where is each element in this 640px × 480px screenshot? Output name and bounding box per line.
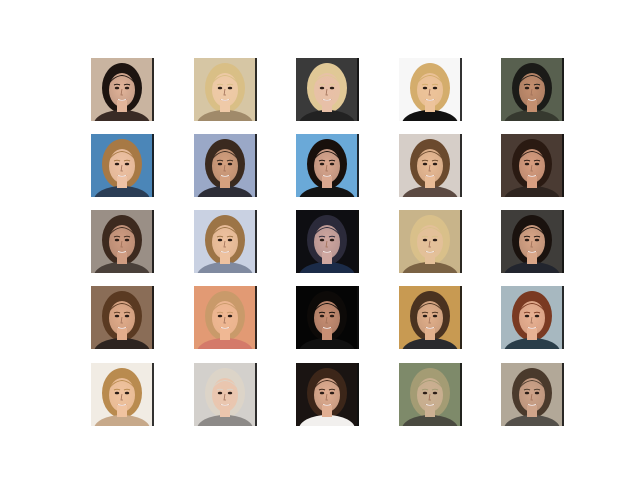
face-image: [194, 134, 257, 197]
face-image: [399, 286, 462, 349]
face-tile: [296, 58, 359, 121]
face-image: [194, 58, 257, 121]
face-tile: [399, 363, 462, 426]
face-image: [399, 134, 462, 197]
face-tile: [296, 210, 359, 273]
face-image: [501, 286, 564, 349]
face-image: [91, 58, 154, 121]
face-tile: [501, 363, 564, 426]
face-image: [296, 210, 359, 273]
face-image: [296, 286, 359, 349]
face-tile: [296, 134, 359, 197]
face-tile: [91, 58, 154, 121]
face-image: [91, 286, 154, 349]
face-tile: [501, 58, 564, 121]
face-image: [399, 363, 462, 426]
face-tile: [399, 58, 462, 121]
face-image: [194, 210, 257, 273]
face-tile: [501, 134, 564, 197]
face-image: [296, 363, 359, 426]
face-image: [501, 210, 564, 273]
face-image: [194, 363, 257, 426]
face-image: [296, 58, 359, 121]
face-image: [399, 58, 462, 121]
face-tile: [296, 286, 359, 349]
face-tile: [194, 210, 257, 273]
face-tile: [91, 134, 154, 197]
face-tile: [91, 286, 154, 349]
face-tile: [194, 58, 257, 121]
face-tile: [399, 286, 462, 349]
face-image: [501, 58, 564, 121]
face-image: [399, 210, 462, 273]
face-image: [501, 363, 564, 426]
face-tile: [296, 363, 359, 426]
face-tile: [399, 210, 462, 273]
face-tile: [501, 210, 564, 273]
face-tile: [194, 363, 257, 426]
face-tile: [194, 134, 257, 197]
face-tile: [91, 210, 154, 273]
face-tile: [399, 134, 462, 197]
face-image: [91, 134, 154, 197]
face-image: [296, 134, 359, 197]
face-image: [91, 210, 154, 273]
face-tile: [501, 286, 564, 349]
face-tile: [194, 286, 257, 349]
face-image: [501, 134, 564, 197]
face-image: [194, 286, 257, 349]
face-image: [91, 363, 154, 426]
face-tile: [91, 363, 154, 426]
